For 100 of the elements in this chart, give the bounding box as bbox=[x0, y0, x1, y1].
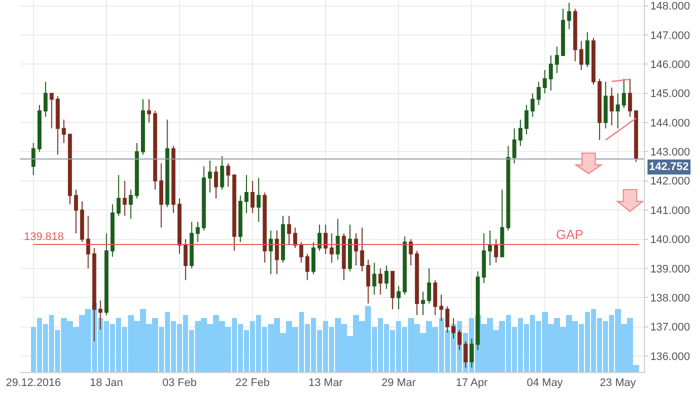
candlestick bbox=[396, 285, 401, 310]
candlestick bbox=[324, 224, 328, 254]
candlestick bbox=[56, 96, 60, 156]
candlestick bbox=[470, 338, 474, 368]
y-tick-label: 143.000 bbox=[650, 146, 690, 159]
candlestick bbox=[488, 230, 492, 266]
candlestick bbox=[165, 119, 170, 208]
candlestick bbox=[548, 54, 553, 91]
candlestick bbox=[500, 189, 504, 258]
candlestick bbox=[50, 92, 54, 129]
x-tick-label: 04 May bbox=[526, 377, 564, 390]
candlestick bbox=[147, 98, 152, 124]
candlestick bbox=[274, 230, 279, 275]
candlestick bbox=[256, 177, 261, 222]
candlestick bbox=[110, 204, 115, 258]
candlestick bbox=[604, 81, 608, 129]
candlestick bbox=[305, 253, 310, 281]
candlestick bbox=[262, 192, 267, 264]
candlestick bbox=[622, 78, 626, 108]
candlestick bbox=[591, 37, 596, 86]
candlestick bbox=[542, 70, 547, 94]
ref-line-label: 142.752 bbox=[649, 161, 689, 173]
candlestick bbox=[268, 230, 273, 275]
candlestick bbox=[287, 215, 292, 246]
candlestick bbox=[610, 87, 614, 126]
candlestick bbox=[561, 8, 566, 56]
candlestick bbox=[184, 238, 188, 281]
candlestick bbox=[512, 128, 516, 164]
candlestick bbox=[330, 232, 334, 264]
candlestick bbox=[628, 78, 632, 118]
y-tick-label: 138.000 bbox=[650, 292, 690, 304]
candlestick bbox=[579, 40, 584, 71]
candlestick bbox=[62, 119, 66, 144]
candlestick bbox=[226, 162, 230, 188]
candlestick bbox=[128, 189, 133, 220]
candlestick bbox=[366, 259, 370, 304]
candlestick bbox=[92, 248, 96, 342]
x-tick-label: 18 Jan bbox=[90, 377, 123, 390]
candlestick bbox=[445, 306, 450, 334]
y-tick-label: 147.000 bbox=[650, 30, 690, 42]
candlestick bbox=[554, 46, 559, 74]
line-series bbox=[605, 118, 637, 141]
candlestick bbox=[159, 162, 164, 228]
y-tick-label: 142.000 bbox=[650, 176, 690, 188]
candlestick bbox=[140, 98, 145, 156]
candlestick bbox=[567, 2, 572, 30]
candlestick bbox=[421, 291, 425, 316]
candlestick bbox=[616, 92, 620, 129]
y-tick-label: 139.000 bbox=[650, 263, 690, 276]
y-tick-label: 137.000 bbox=[650, 322, 690, 334]
candlestick bbox=[384, 265, 388, 290]
x-tick-label: 23 May bbox=[600, 377, 636, 390]
y-tick-label: 140.000 bbox=[650, 234, 690, 246]
candlestick bbox=[220, 156, 224, 190]
candlestick bbox=[427, 268, 432, 304]
candlestick bbox=[196, 221, 200, 243]
candlestick bbox=[378, 268, 382, 296]
candlestick bbox=[372, 262, 376, 296]
candlestick bbox=[318, 224, 322, 252]
candlestick bbox=[524, 104, 528, 135]
candlestick bbox=[354, 232, 358, 266]
candlestick bbox=[414, 250, 419, 316]
candlestick bbox=[153, 110, 158, 190]
candlestick bbox=[482, 232, 486, 284]
candlestick bbox=[134, 142, 139, 199]
y-tick-label: 146.000 bbox=[650, 59, 690, 72]
y-tick-label: 136.000 bbox=[650, 350, 690, 363]
x-tick-label: 17 Apr bbox=[456, 377, 488, 390]
candlestick bbox=[208, 160, 212, 194]
candlestick bbox=[178, 198, 182, 254]
candlestick bbox=[86, 215, 90, 269]
candlestick bbox=[232, 174, 236, 252]
y-tick-label: 145.000 bbox=[650, 88, 690, 100]
candlestick bbox=[464, 340, 468, 368]
candlestick bbox=[171, 145, 176, 214]
x-tick-label: 22 Feb bbox=[235, 377, 270, 390]
candlestick bbox=[244, 174, 248, 214]
candlestick bbox=[238, 194, 242, 243]
candlestick bbox=[408, 238, 413, 266]
candlestick bbox=[494, 238, 498, 264]
candlestick bbox=[433, 280, 438, 316]
candlestick bbox=[98, 300, 102, 330]
candlestick bbox=[476, 270, 480, 351]
candlestick bbox=[281, 215, 285, 264]
candlestick bbox=[530, 92, 535, 118]
candlestick bbox=[293, 227, 298, 248]
candlestick bbox=[116, 174, 121, 216]
x-tick-label: 03 Feb bbox=[162, 377, 197, 390]
candlestick bbox=[74, 189, 78, 234]
candlestick bbox=[44, 81, 48, 118]
candlestick bbox=[311, 242, 316, 275]
candlestick bbox=[190, 221, 194, 269]
candlestick bbox=[360, 227, 364, 272]
x-tick-label: 29 Mar bbox=[382, 377, 416, 390]
candlestick bbox=[122, 180, 127, 216]
candlestick bbox=[518, 119, 522, 146]
candlestick bbox=[336, 218, 340, 260]
x-tick-label: 29.12.2016 bbox=[6, 377, 61, 390]
candlestick bbox=[451, 318, 456, 339]
candlestick bbox=[104, 232, 108, 316]
